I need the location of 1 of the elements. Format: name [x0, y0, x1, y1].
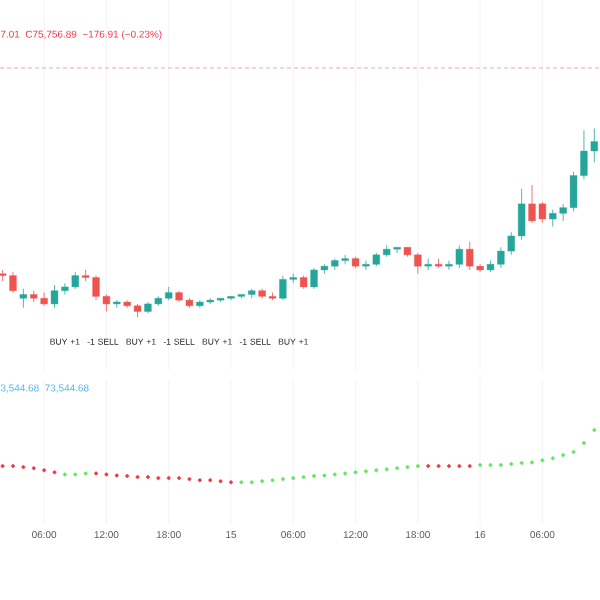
candlestick	[19, 288, 27, 309]
